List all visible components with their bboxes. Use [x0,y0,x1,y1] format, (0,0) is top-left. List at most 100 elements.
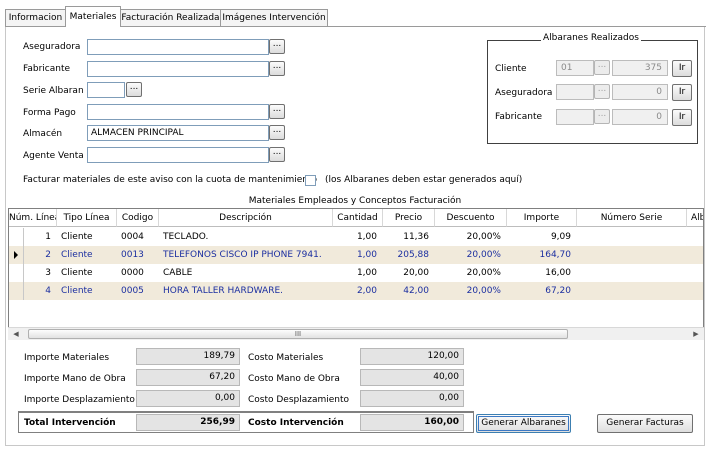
active-tab-gap [66,26,120,28]
row-selector[interactable] [9,264,24,282]
serie-albaran-lookup-button[interactable]: ... [126,82,142,97]
cell-descripcion: HORA TALLER HARDWARE. [163,286,284,296]
forma-pago-lookup-button[interactable]: ... [269,104,285,119]
facturar-note: (los Albaranes deben estar generados aqu… [325,175,523,185]
grid-horizontal-scrollbar[interactable]: ◀ III ▶ [8,327,704,340]
albaran-aseguradora-go-button[interactable]: Ir [672,84,692,101]
generar-albaranes-button[interactable]: Generar Albaranes [476,414,571,433]
tab-imagenes-intervencion[interactable]: Imágenes Intervención [220,9,328,26]
scroll-left-icon[interactable]: ◀ [13,330,19,338]
row-selector[interactable] [9,228,24,246]
table-row[interactable]: 1 Cliente 0004 TECLADO. 1,00 11,36 20,00… [9,228,703,246]
row-selector-current[interactable] [9,246,24,264]
cell-num: 1 [45,232,51,242]
generar-facturas-button[interactable]: Generar Facturas [597,414,693,433]
cell-descripcion: CABLE [163,268,193,278]
costo-mano-obra-label: Costo Mano de Obra [248,374,340,384]
costo-intervencion-label: Costo Intervención [248,418,344,428]
cell-codigo: 0004 [121,232,144,242]
col-header-descuento[interactable]: Descuento [435,209,507,227]
cell-num: 2 [45,250,51,260]
totals-divider [18,411,474,412]
cell-num: 4 [45,286,51,296]
costo-desplazamiento-label: Costo Desplazamiento [248,395,350,405]
cell-codigo: 0000 [121,268,144,278]
cell-descuento: 20,00% [466,286,501,296]
cell-descuento: 20,00% [466,250,501,260]
facturar-mantenimiento-checkbox[interactable] [305,175,316,186]
cell-tipo: Cliente [61,286,93,296]
albaran-cliente-go-button[interactable]: Ir [672,60,692,77]
col-header-cantidad[interactable]: Cantidad [333,209,383,227]
cell-importe: 164,70 [539,250,572,260]
cell-cantidad: 1,00 [356,232,377,242]
col-header-numero-serie[interactable]: Número Serie [577,209,687,227]
fabricante-label: Fabricante [23,64,71,74]
serie-albaran-field[interactable] [87,82,125,98]
cell-precio: 11,36 [403,232,429,242]
albaran-fabricante-label: Fabricante [495,112,543,122]
albaran-cliente-code: 01 [556,60,594,76]
cell-precio: 20,00 [403,268,429,278]
albaran-aseguradora-code [556,84,594,100]
cell-descuento: 20,00% [466,268,501,278]
col-header-codigo[interactable]: Codigo [117,209,159,227]
albaran-cliente-lookup-button: ... [594,60,610,75]
materiales-grid: Núm. Línea Tipo Línea Codigo Descripción… [8,208,704,340]
almacen-lookup-button[interactable]: ... [269,125,285,140]
col-header-importe[interactable]: Importe [507,209,577,227]
grid-title: Materiales Empleados y Conceptos Factura… [248,196,462,206]
scroll-right-icon[interactable]: ▶ [693,330,699,338]
forma-pago-label: Forma Pago [23,108,76,118]
tab-facturacion-realizada[interactable]: Facturación Realizada [120,9,221,26]
table-row[interactable]: 4 Cliente 0005 HORA TALLER HARDWARE. 2,0… [9,282,703,300]
importe-desplazamiento-label: Importe Desplazamiento [24,395,135,405]
forma-pago-field[interactable] [87,104,269,120]
albaran-fabricante-go-button[interactable]: Ir [672,109,692,126]
aseguradora-lookup-button[interactable]: ... [269,39,285,54]
cell-tipo: Cliente [61,250,93,260]
tab-divider [5,26,706,27]
albaran-cliente-label: Cliente [495,64,527,74]
cell-cantidad: 1,00 [356,268,377,278]
col-header-descripcion[interactable]: Descripción [159,209,333,227]
costo-intervencion-value: 160,00 [360,414,464,431]
cell-codigo: 0005 [121,286,144,296]
tab-panel [5,27,705,446]
col-header-num-linea[interactable]: Núm. Línea [9,209,57,227]
costo-desplazamiento-value: 0,00 [360,390,464,407]
cell-tipo: Cliente [61,232,93,242]
agente-venta-lookup-button[interactable]: ... [269,147,285,162]
cell-precio: 42,00 [403,286,429,296]
albaran-aseguradora-value: 0 [612,84,668,100]
table-row[interactable]: 3 Cliente 0000 CABLE 1,00 20,00 20,00% 1… [9,264,703,282]
cell-num: 3 [45,268,51,278]
serie-albaran-label: Serie Albaran [23,86,84,96]
importe-mano-obra-label: Importe Mano de Obra [24,374,126,384]
col-header-precio[interactable]: Precio [383,209,435,227]
importe-desplazamiento-value: 0,00 [136,390,240,407]
cell-codigo: 0013 [121,250,144,260]
col-header-tipo-linea[interactable]: Tipo Línea [57,209,117,227]
scroll-thumb[interactable]: III [28,329,568,339]
cell-descripcion: TECLADO. [163,232,209,242]
cell-descuento: 20,00% [466,232,501,242]
fabricante-field[interactable] [87,61,269,77]
almacen-field[interactable]: ALMACEN PRINCIPAL [87,125,269,141]
tab-informacion[interactable]: Informacion [5,9,66,26]
col-header-alb[interactable]: Alb [687,209,703,227]
cell-importe: 9,09 [550,232,571,242]
cell-cantidad: 1,00 [356,250,377,260]
totals-total-box [18,412,474,433]
cell-precio: 205,88 [397,250,430,260]
costo-mano-obra-value: 40,00 [360,369,464,386]
aseguradora-field[interactable] [87,39,269,55]
tab-materiales[interactable]: Materiales [65,6,121,27]
albaran-cliente-value: 375 [612,60,668,76]
table-row[interactable]: 2 Cliente 0013 TELEFONOS CISCO IP PHONE … [9,246,703,264]
fabricante-lookup-button[interactable]: ... [269,61,285,76]
total-intervencion-value: 256,99 [136,414,240,431]
row-selector[interactable] [9,282,24,300]
cell-descripcion: TELEFONOS CISCO IP PHONE 7941. [163,250,322,260]
agente-venta-field[interactable] [87,147,269,163]
